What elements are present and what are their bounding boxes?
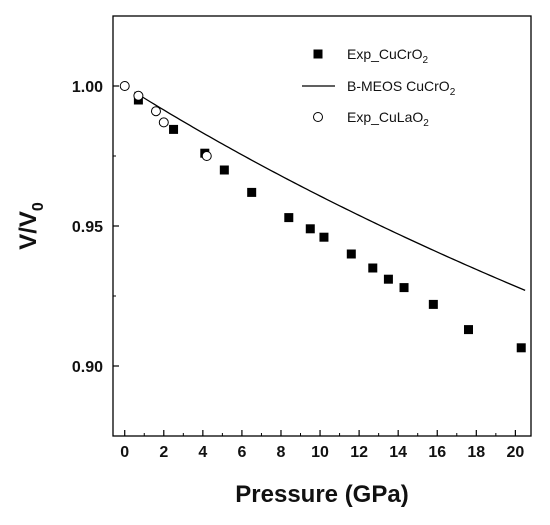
data-point-exp-cucro2 — [399, 283, 409, 293]
legend-item-bmeos-cucro2: B-MEOS CuCrO2 — [302, 78, 456, 98]
x-tick-label: 12 — [350, 444, 368, 461]
data-point-exp-cucro2 — [463, 325, 473, 335]
data-point-exp-cucro2 — [219, 165, 229, 175]
data-point-exp-culao2 — [158, 117, 169, 128]
legend-marker-circle — [313, 112, 323, 122]
series-line-bmeos-cucro2 — [134, 91, 526, 291]
y-tick-label: 1.00 — [72, 79, 103, 96]
data-point-exp-culao2 — [119, 81, 130, 91]
legend-marker-square — [313, 49, 323, 59]
x-tick-label: 20 — [506, 444, 524, 461]
legend-item-exp-culao2: Exp_CuLaO2 — [313, 109, 429, 129]
x-axis: 0 2 4 6 8 10 12 14 16 18 20 — [120, 430, 524, 461]
x-tick-label: 10 — [311, 444, 329, 461]
plot-frame — [112, 15, 532, 437]
x-tick-label: 2 — [159, 444, 168, 461]
x-tick-label: 18 — [467, 444, 485, 461]
data-point-exp-cucro2 — [169, 124, 179, 134]
y-axis-label: V/V0 — [15, 202, 47, 250]
data-point-exp-cucro2 — [368, 263, 378, 273]
data-point-exp-cucro2 — [284, 213, 294, 223]
data-point-exp-cucro2 — [247, 187, 257, 197]
x-tick-label: 6 — [237, 444, 246, 461]
x-tick-label: 14 — [389, 444, 407, 461]
x-tick-label: 16 — [428, 444, 446, 461]
x-tick-label: 4 — [198, 444, 207, 461]
plot-area — [119, 81, 526, 353]
x-tick-label: 8 — [277, 444, 286, 461]
data-point-exp-cucro2 — [428, 299, 438, 309]
x-axis-label: Pressure (GPa) — [235, 481, 408, 508]
x-tick-label: 0 — [120, 444, 129, 461]
legend-label-exp-cucro2: Exp_CuCrO2 — [347, 46, 428, 66]
data-point-exp-cucro2 — [516, 343, 526, 353]
y-tick-label: 0.95 — [72, 219, 103, 236]
y-axis: 0.90 0.95 1.00 — [72, 15, 119, 437]
legend-item-exp-cucro2: Exp_CuCrO2 — [313, 46, 428, 66]
data-point-exp-culao2 — [133, 90, 144, 101]
legend: Exp_CuCrO2 B-MEOS CuCrO2 Exp_CuLaO2 — [302, 46, 456, 129]
legend-label-exp-culao2: Exp_CuLaO2 — [347, 109, 429, 129]
data-point-exp-cucro2 — [319, 232, 329, 242]
y-tick-label: 0.90 — [72, 359, 103, 376]
data-point-exp-cucro2 — [346, 249, 356, 259]
data-point-exp-culao2 — [201, 151, 212, 161]
y-axis-label-subscript: 0 — [30, 202, 47, 211]
data-point-exp-cucro2 — [305, 224, 315, 234]
legend-label-bmeos-cucro2: B-MEOS CuCrO2 — [347, 78, 456, 98]
data-point-exp-cucro2 — [383, 274, 393, 284]
data-point-exp-culao2 — [150, 106, 161, 117]
